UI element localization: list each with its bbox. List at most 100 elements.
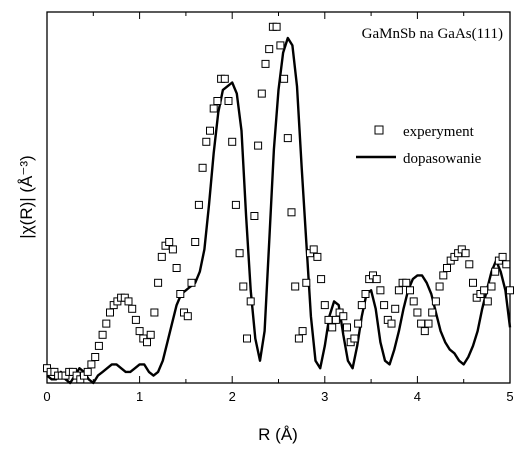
legend-label-dopasowanie: dopasowanie	[403, 151, 482, 167]
data-point-experyment	[191, 238, 200, 246]
data-point-experyment	[331, 315, 340, 324]
legend-marker-experyment	[374, 125, 384, 135]
data-point-experyment	[272, 22, 281, 31]
data-point-experyment	[98, 330, 107, 339]
data-point-experyment	[124, 297, 133, 306]
data-point-experyment	[483, 297, 492, 306]
data-point-experyment	[194, 200, 203, 209]
data-point-experyment	[187, 278, 196, 287]
data-point-experyment	[135, 327, 144, 336]
y-axis-title: |χ(R)| (Å⁻³)	[17, 155, 36, 238]
data-point-experyment	[280, 74, 289, 83]
x-tick-label: 5	[506, 389, 513, 404]
data-point-experyment	[487, 282, 496, 291]
data-point-experyment	[491, 267, 500, 276]
data-point-experyment	[402, 278, 411, 287]
data-point-experyment	[394, 286, 403, 295]
data-point-experyment	[309, 245, 318, 254]
data-point-experyment	[417, 319, 426, 328]
legend: experyment dopasowanie	[356, 124, 482, 167]
data-point-experyment	[350, 334, 359, 343]
data-point-experyment	[469, 278, 477, 287]
data-point-experyment	[339, 312, 348, 321]
data-point-experyment	[413, 308, 422, 317]
data-point-experyment	[439, 271, 448, 280]
data-point-experyment	[465, 260, 474, 269]
data-point-experyment	[176, 290, 185, 298]
data-point-experyment	[154, 278, 163, 287]
data-point-experyment	[328, 323, 337, 332]
data-point-experyment	[209, 104, 218, 113]
x-axis-title: R (Å)	[258, 425, 298, 444]
data-point-experyment	[498, 252, 507, 261]
data-point-experyment	[357, 301, 366, 310]
data-point-experyment	[128, 304, 137, 313]
data-point-experyment	[261, 59, 270, 68]
data-point-experyment	[165, 238, 174, 246]
series-experyment	[43, 22, 514, 384]
data-point-experyment	[250, 212, 259, 220]
data-point-experyment	[220, 74, 229, 83]
data-point-experyment	[435, 282, 444, 291]
data-point-experyment	[372, 275, 381, 284]
data-point-experyment	[146, 330, 155, 339]
x-tick-label: 2	[229, 389, 236, 404]
data-point-experyment	[235, 249, 244, 258]
x-axis-tick-labels: 0 1 2 3 4 5	[43, 389, 513, 404]
data-point-experyment	[172, 264, 181, 272]
data-point-experyment	[391, 304, 400, 313]
x-tick-label: 1	[136, 389, 143, 404]
data-point-experyment	[317, 275, 326, 284]
series-dopasowanie	[46, 36, 512, 385]
data-point-experyment	[231, 200, 240, 209]
data-point-experyment	[420, 327, 429, 336]
data-point-experyment	[157, 252, 166, 261]
data-point-experyment	[198, 163, 207, 172]
data-point-experyment	[461, 249, 470, 258]
legend-label-experyment: experyment	[403, 124, 475, 140]
data-point-experyment	[246, 297, 255, 306]
chart-title: GaMnSb na GaAs(111)	[362, 26, 503, 42]
fit-line	[46, 36, 512, 385]
data-point-experyment	[183, 312, 192, 321]
data-point-experyment	[102, 319, 111, 328]
data-point-experyment	[243, 334, 251, 343]
data-point-experyment	[354, 319, 363, 328]
data-point-experyment	[206, 126, 214, 135]
data-point-experyment	[387, 319, 396, 328]
data-point-experyment	[376, 286, 385, 295]
data-point-experyment	[94, 341, 103, 350]
data-point-experyment	[343, 323, 351, 332]
data-point-experyment	[409, 297, 418, 306]
data-point-experyment	[431, 297, 440, 306]
x-tick-label: 4	[414, 389, 421, 404]
data-point-experyment	[213, 97, 222, 105]
data-point-experyment	[291, 282, 300, 291]
data-point-experyment	[287, 208, 296, 217]
data-point-experyment	[313, 252, 322, 261]
data-point-experyment	[87, 360, 96, 369]
data-point-experyment	[83, 367, 92, 376]
x-axis-ticks	[46, 12, 511, 383]
data-point-experyment	[443, 264, 451, 272]
x-tick-label: 3	[321, 389, 328, 404]
data-point-experyment	[283, 134, 292, 143]
data-point-experyment	[254, 141, 263, 150]
x-tick-label: 0	[43, 389, 50, 404]
data-point-experyment	[506, 286, 514, 295]
data-point-experyment	[324, 315, 333, 324]
data-point-experyment	[502, 260, 511, 269]
data-point-experyment	[91, 353, 100, 361]
data-point-experyment	[202, 137, 211, 146]
data-point-experyment	[298, 327, 307, 336]
data-point-experyment	[265, 45, 274, 54]
data-point-experyment	[380, 301, 389, 310]
data-point-experyment	[143, 338, 151, 347]
data-point-experyment	[131, 315, 140, 324]
data-point-experyment	[168, 245, 177, 254]
data-point-experyment	[224, 97, 233, 105]
data-point-experyment	[294, 334, 303, 343]
data-point-experyment	[106, 308, 114, 317]
